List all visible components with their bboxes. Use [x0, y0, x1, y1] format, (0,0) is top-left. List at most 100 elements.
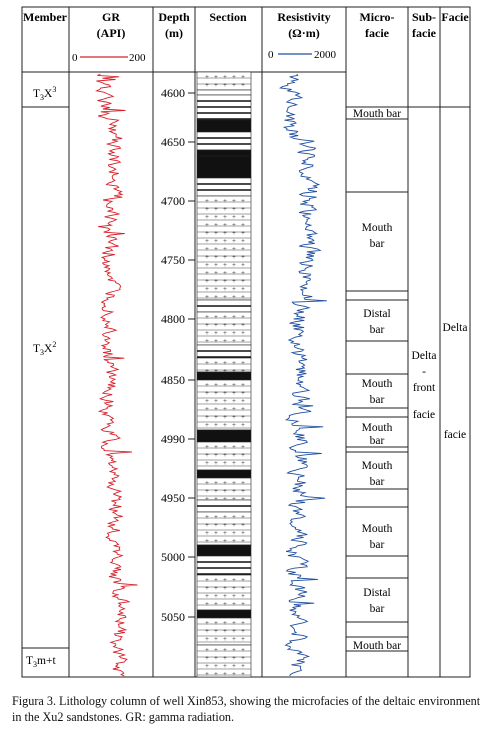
- sandstone-symbol: +: [241, 213, 245, 221]
- lithology-interval: [196, 609, 252, 619]
- sandstone-symbol: +: [223, 413, 227, 421]
- sandstone-symbol: +: [241, 592, 245, 600]
- microfacie-label: bar: [370, 394, 385, 406]
- sandstone-symbol: +: [232, 261, 236, 269]
- figure-caption: Figura 3. Lithology column of well Xin85…: [12, 694, 481, 724]
- sandstone-symbol: +: [205, 293, 209, 301]
- res-scale-min: 0: [268, 49, 274, 61]
- sandstone-symbol: +: [205, 600, 209, 608]
- sandstone-symbol: +: [214, 592, 218, 600]
- sandstone-symbol: +: [232, 269, 236, 277]
- sandstone-symbol: +: [205, 495, 209, 503]
- sandstone-symbol: +: [223, 261, 227, 269]
- sandstone-symbol: +: [214, 635, 218, 643]
- sandstone-symbol: +: [205, 584, 209, 592]
- member-label: T3m+t: [26, 655, 56, 669]
- microfacie-label: Mouth: [362, 460, 393, 472]
- microfacie-label: bar: [370, 238, 385, 250]
- sandstone-symbol: +: [232, 654, 236, 662]
- sandstone-symbol: +: [232, 627, 236, 635]
- sandstone-symbol: +: [232, 285, 236, 293]
- sandstone-symbol: +: [232, 73, 236, 81]
- lithology-interval: [196, 195, 252, 301]
- sandstone-symbol: +: [232, 592, 236, 600]
- sandstone-symbol: +: [241, 269, 245, 277]
- sandstone-symbol: +: [241, 237, 245, 245]
- sandstone-symbol: +: [241, 513, 245, 521]
- sandstone-symbol: +: [241, 459, 245, 467]
- sandstone-symbol: +: [205, 513, 209, 521]
- sandstone-symbol: +: [214, 73, 218, 81]
- sandstone-symbol: +: [232, 237, 236, 245]
- microfacie-label: Mouth: [362, 378, 393, 390]
- lithology-interval: [196, 177, 252, 197]
- sandstone-symbol: +: [214, 253, 218, 261]
- gr-header-line2: (API): [97, 26, 126, 40]
- sandstone-symbol: +: [205, 451, 209, 459]
- lithology-interval: [196, 441, 252, 471]
- depth-axis: 4600 4650 4700 4750 4800 4850 4990 4950 5000 5050: [161, 86, 195, 624]
- sandstone-symbol: +: [223, 487, 227, 495]
- sandstone-symbol: +: [241, 451, 245, 459]
- lithology-figure: Member GR (API) Depth (m) Section Resist…: [21, 6, 471, 678]
- microfacie-column: [346, 118, 408, 652]
- sandstone-symbol: +: [205, 646, 209, 654]
- sandstone-symbol: +: [214, 329, 218, 337]
- sandstone-symbol: +: [205, 487, 209, 495]
- facie-label: Delta: [443, 322, 468, 334]
- sandstone-symbol: +: [241, 397, 245, 405]
- depth-header-line2: (m): [165, 26, 183, 40]
- sandstone-symbol: +: [232, 405, 236, 413]
- sandstone-symbol: +: [205, 213, 209, 221]
- sandstone-symbol: +: [232, 213, 236, 221]
- sandstone-symbol: +: [223, 537, 227, 545]
- gr-scale-key: 0 200: [72, 52, 146, 64]
- sandstone-symbol: +: [223, 73, 227, 81]
- sandstone-symbol: +: [214, 479, 218, 487]
- sandstone-symbol: +: [214, 277, 218, 285]
- sandstone-symbol: +: [241, 413, 245, 421]
- sandstone-symbol: +: [214, 521, 218, 529]
- sandstone-symbol: +: [232, 495, 236, 503]
- sandstone-symbol: +: [223, 495, 227, 503]
- lithology-interval: [196, 644, 252, 678]
- sandstone-symbol: +: [241, 421, 245, 429]
- member-column: T3X3 T3X2 T3m+t: [22, 85, 69, 669]
- gr-log-line: [94, 73, 138, 677]
- sandstone-symbol: +: [241, 293, 245, 301]
- microfacie-label: bar: [370, 476, 385, 488]
- sandstone-symbol: +: [241, 662, 245, 670]
- depth-tick-label: 5050: [161, 610, 185, 624]
- sandstone-symbol: +: [232, 329, 236, 337]
- sandstone-symbol: +: [241, 646, 245, 654]
- sandstone-symbol: +: [232, 521, 236, 529]
- sandstone-symbol: +: [241, 600, 245, 608]
- sandstone-symbol: +: [214, 495, 218, 503]
- sandstone-symbol: +: [205, 337, 209, 345]
- sandstone-symbol: +: [223, 321, 227, 329]
- sandstone-symbol: +: [223, 245, 227, 253]
- depth-tick-label: 4800: [161, 312, 185, 326]
- sandstone-symbol: +: [241, 627, 245, 635]
- sandstone-symbol: +: [232, 381, 236, 389]
- subfacie-label: Delta: [412, 350, 437, 362]
- sandstone-symbol: +: [223, 662, 227, 670]
- sandstone-symbol: +: [232, 205, 236, 213]
- sandstone-symbol: +: [205, 479, 209, 487]
- lithology-interval: [196, 149, 252, 157]
- sandstone-symbol: +: [214, 627, 218, 635]
- sandstone-symbol: +: [241, 253, 245, 261]
- sandstone-symbol: +: [223, 670, 227, 678]
- sandstone-symbol: +: [214, 313, 218, 321]
- sandstone-symbol: +: [214, 451, 218, 459]
- sandstone-symbol: +: [214, 237, 218, 245]
- sandstone-symbol: +: [223, 197, 227, 205]
- sandstone-symbol: +: [223, 619, 227, 627]
- microfacie-labels: Mouth bar Mouth bar Distal bar Mouth bar…: [353, 108, 401, 652]
- sandstone-symbol: +: [223, 397, 227, 405]
- sandstone-symbol: +: [241, 670, 245, 678]
- sandstone-symbol: +: [214, 670, 218, 678]
- sandstone-symbol: +: [241, 381, 245, 389]
- lithology-interval: [196, 469, 252, 479]
- sandstone-symbol: +: [223, 576, 227, 584]
